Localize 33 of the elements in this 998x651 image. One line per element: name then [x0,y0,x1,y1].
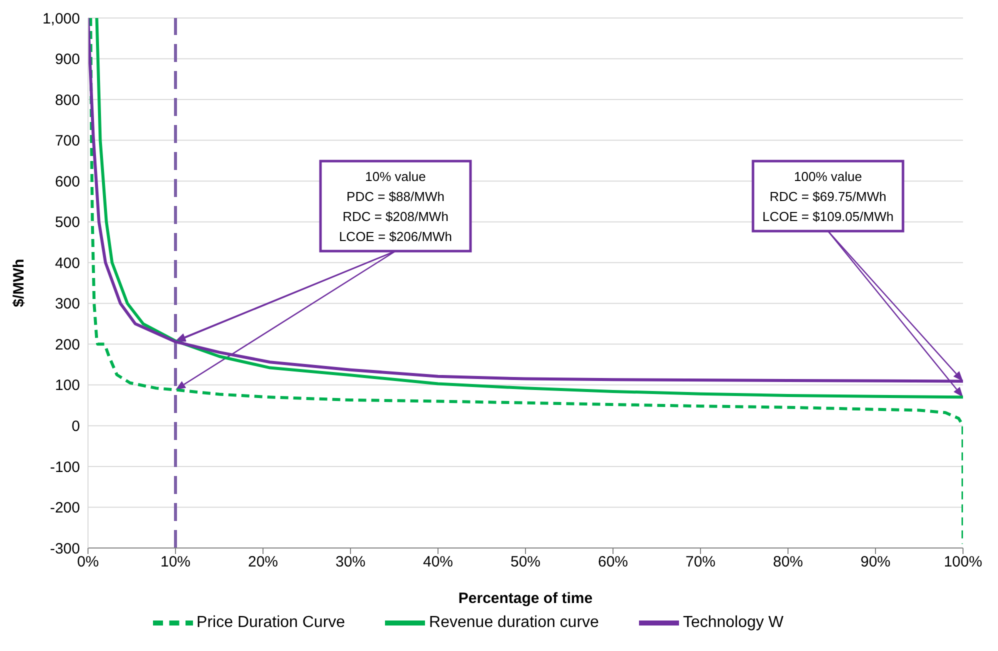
x-tick-label: 40% [422,554,454,571]
annotation: 10% value PDC = $88/MWh RDC = $208/MWh LCOE = $206/MWh [338,169,452,244]
x-tick-label: 0% [77,554,99,571]
legend-label: Revenue duration curve [429,614,599,632]
x-tick-label: 10% [160,554,191,571]
y-tick-label: 600 [54,173,80,190]
x-tick-label: 90% [860,554,891,571]
x-tick-label: 60% [598,554,628,571]
y-tick-label: 0 [72,418,80,436]
y-tick-label: 1,000 [42,10,80,28]
y-tick-label: 900 [54,51,80,68]
x-axis-title: Percentage of time [458,590,593,607]
y-tick-label: 100 [54,377,80,394]
x-tick-label: 30% [335,554,366,571]
legend-label: Technology W [682,614,784,632]
x-tick-label: 100% [944,554,982,571]
x-tick-label: 20% [248,554,278,571]
y-tick-label: 700 [54,132,80,150]
line-series [89,18,963,546]
annotation: 100% value RDC = $69.75/MWh LCOE = $109.05/MWh [762,169,894,224]
x-tick-label: 70% [685,554,716,571]
x-tick-label: 80% [772,554,804,571]
y-tick-label: 200 [54,336,80,354]
y-axis-title: $/MWh [10,258,28,308]
legend-label: Price Duration Curve [196,614,346,632]
y-tick-label: 300 [54,296,80,313]
y-tick-label: -100 [50,458,80,476]
y-tick-label: 400 [54,254,80,272]
y-tick-label: -200 [50,500,80,517]
x-tick-label: 50% [510,554,541,571]
y-tick-label: -300 [50,540,80,558]
y-tick-label: 800 [54,92,80,109]
y-tick-label: 500 [54,214,80,232]
